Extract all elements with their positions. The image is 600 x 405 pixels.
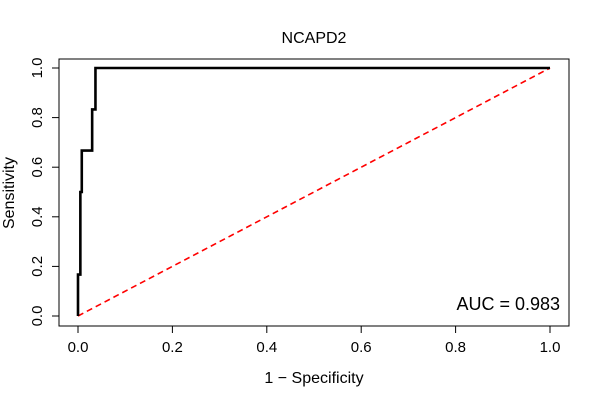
x-tick-label: 0.4 [256, 339, 277, 356]
reference-diagonal-line [77, 67, 551, 317]
y-tick-label: 1.0 [29, 58, 46, 79]
x-tick-label: 0.8 [445, 339, 466, 356]
x-tick-label: 1.0 [540, 339, 561, 356]
y-tick-label: 0.0 [29, 306, 46, 327]
x-tick-label: 0.0 [68, 339, 89, 356]
roc-curve-line [76, 66, 550, 316]
y-axis: 0.0 0.2 0.4 0.6 0.8 1.0 [29, 58, 60, 327]
auc-annotation: AUC = 0.983 [456, 294, 560, 314]
x-axis: 0.0 0.2 0.4 0.6 0.8 1.0 [68, 325, 561, 356]
y-tick-label: 0.6 [29, 157, 46, 178]
x-axis-label: 1 − Specificity [264, 370, 363, 387]
series-layer [76, 66, 551, 317]
y-axis-label: Sensitivity [1, 157, 18, 229]
x-tick-label: 0.6 [351, 339, 372, 356]
y-tick-label: 0.4 [29, 206, 46, 227]
y-tick-label: 0.2 [29, 256, 46, 277]
y-tick-label: 0.8 [29, 107, 46, 128]
x-tick-label: 0.2 [162, 339, 183, 356]
chart-title: NCAPD2 [282, 30, 347, 47]
